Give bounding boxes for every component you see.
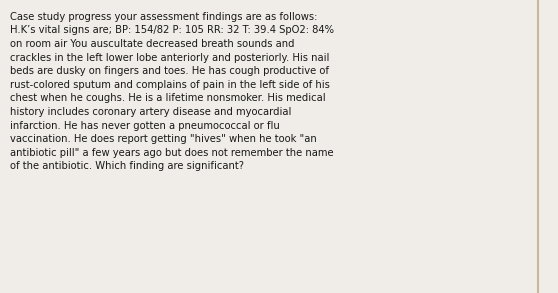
Text: Case study progress your assessment findings are as follows:
H.K’s vital signs a: Case study progress your assessment find… (10, 12, 334, 171)
